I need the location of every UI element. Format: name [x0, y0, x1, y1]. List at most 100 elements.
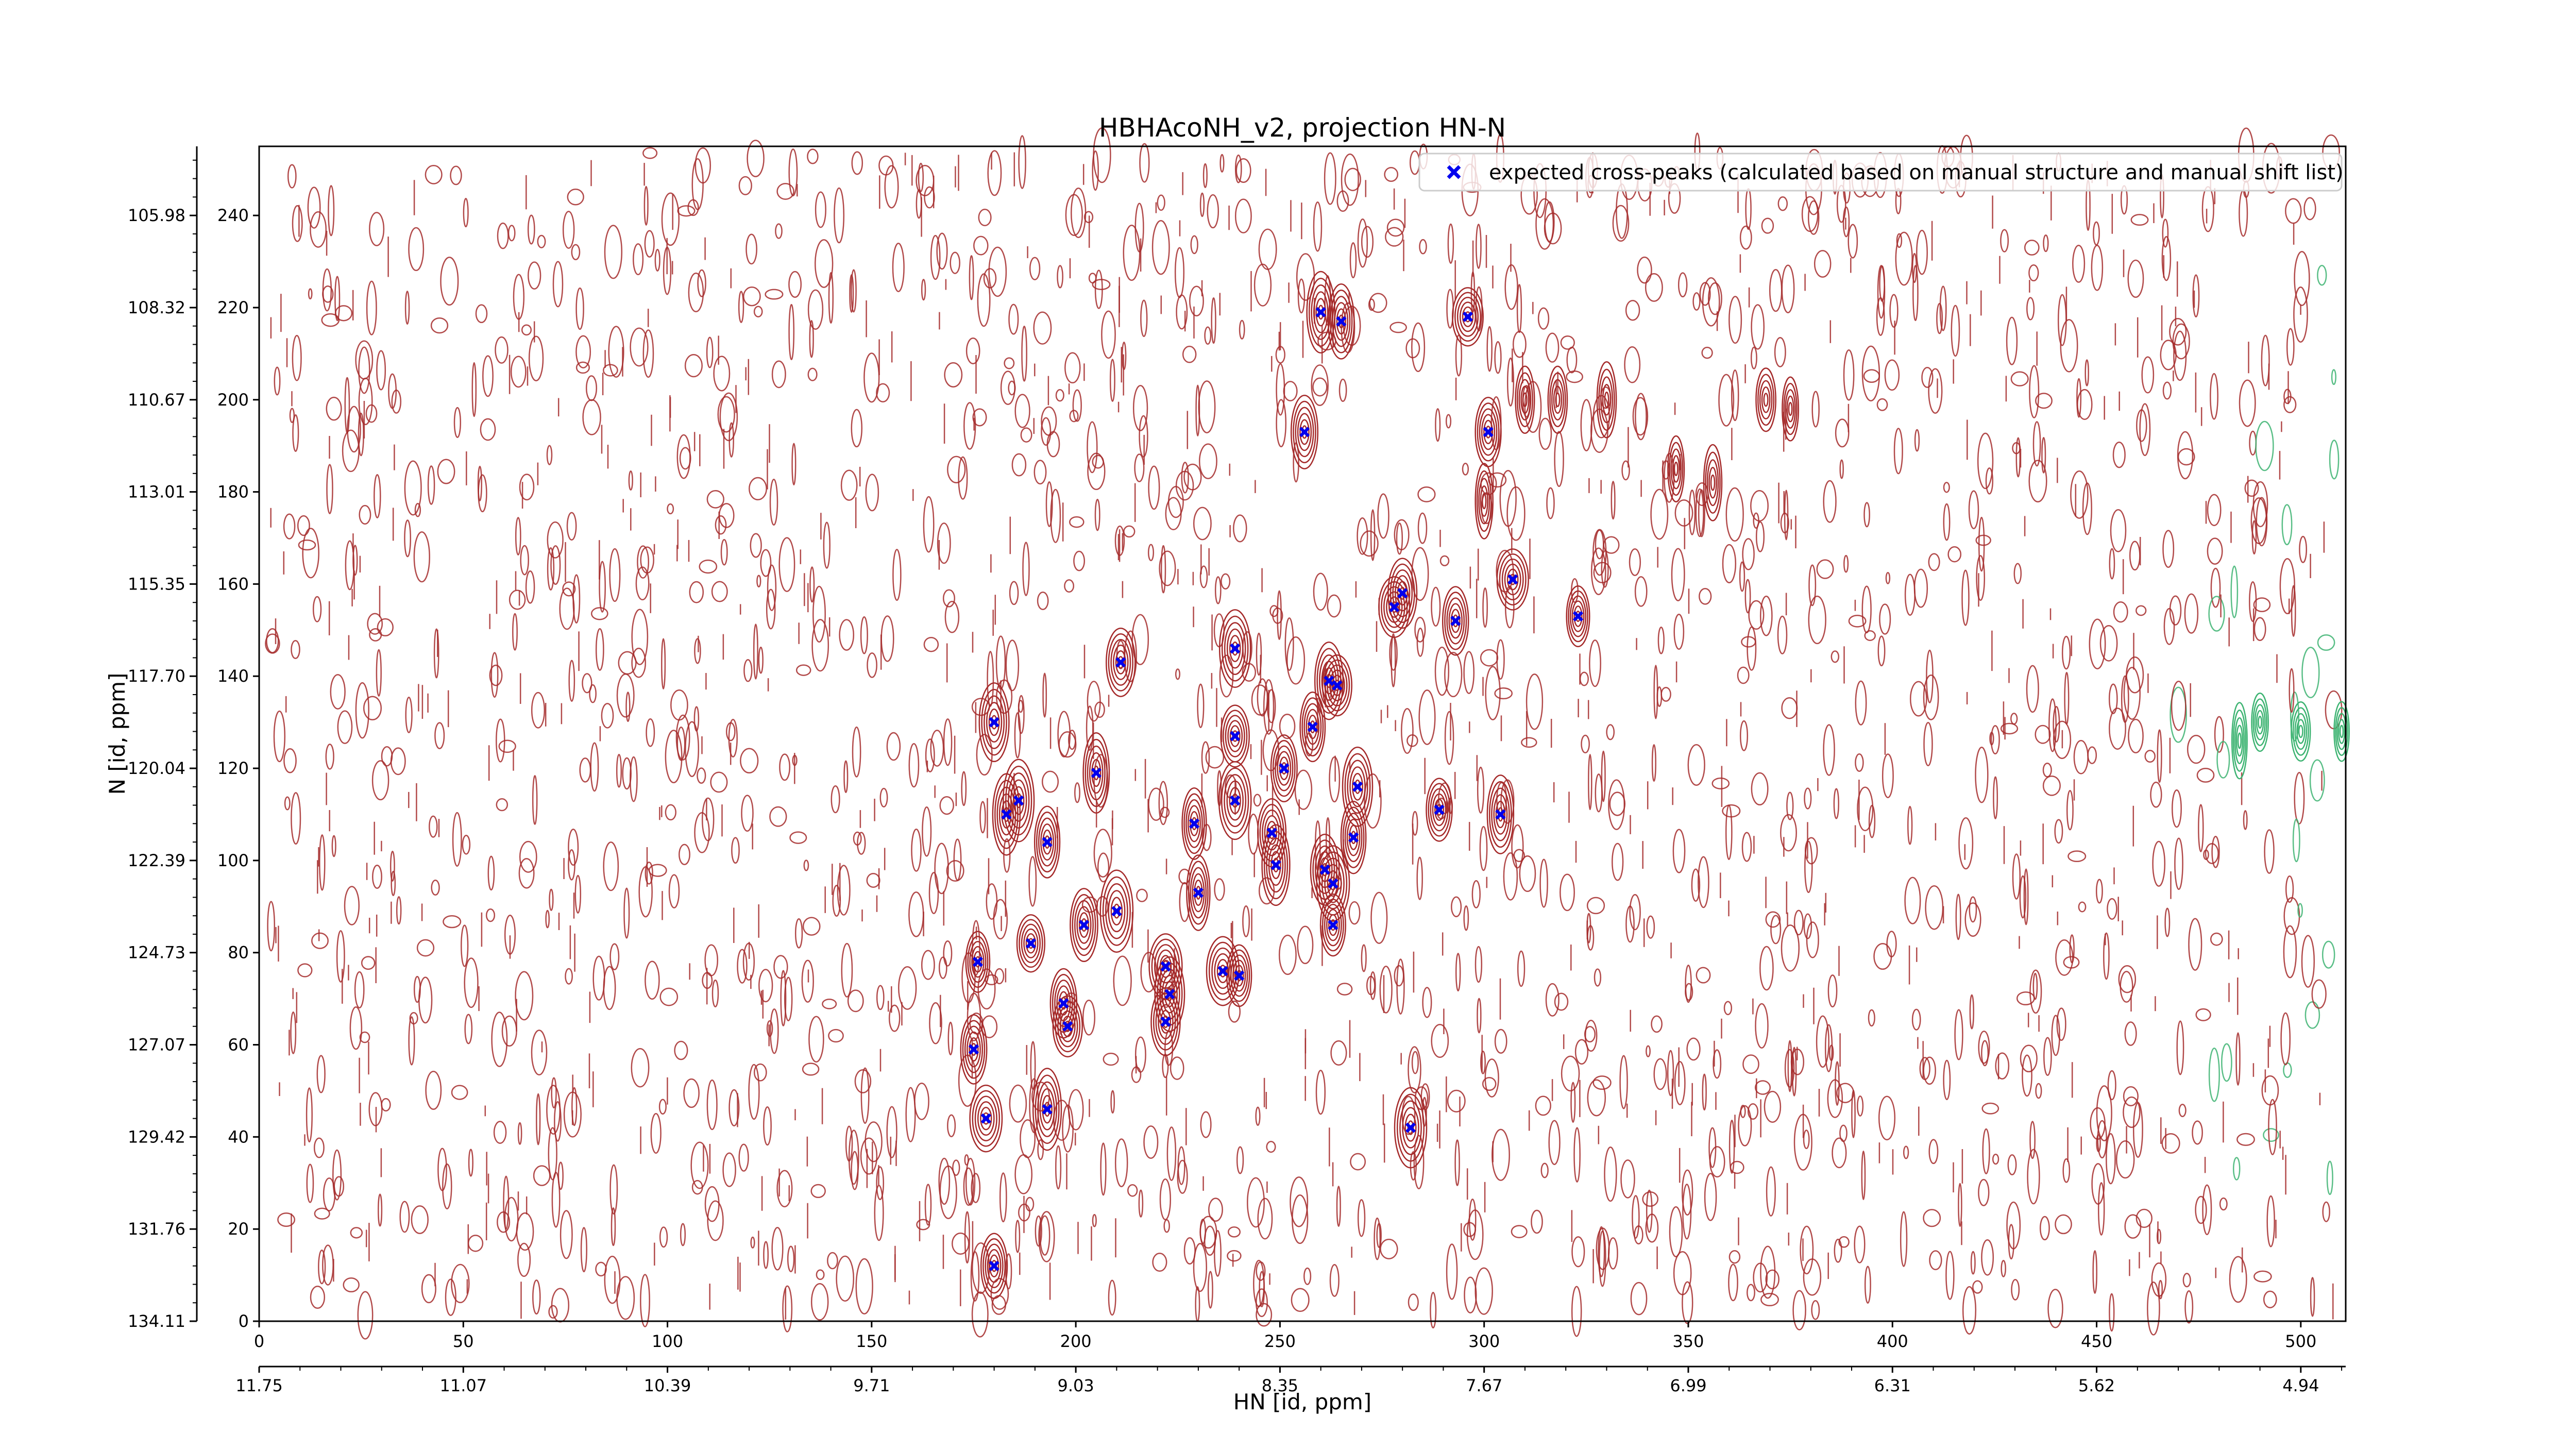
noise-contour [2169, 317, 2187, 346]
noise-contour [775, 223, 783, 239]
peak-contour [1349, 766, 1366, 807]
noise-contour [1653, 1058, 1667, 1090]
noise-contour [1621, 460, 1630, 481]
noise-contour [930, 730, 944, 767]
noise-contour [442, 1163, 452, 1209]
noise-contour [1803, 1130, 1810, 1150]
peak-contour [1316, 845, 1350, 922]
peak-contour [1705, 451, 1721, 514]
noise-contour [1158, 781, 1168, 825]
noise-contour [1037, 1139, 1044, 1160]
peak-contour [1181, 787, 1207, 860]
noise-contour [1947, 546, 1962, 563]
noise-contour [2128, 718, 2144, 753]
peak-contour [1344, 753, 1371, 820]
noise-contour [2195, 1195, 2207, 1224]
noise-contour [274, 366, 281, 396]
noise-contour [2129, 541, 2141, 571]
noise-contour [1893, 428, 1903, 475]
noise-contour [938, 1157, 951, 1205]
noise-contour [840, 469, 858, 501]
noise-contour [623, 887, 630, 939]
noise-contour [1781, 697, 1798, 719]
noise-contour [851, 409, 863, 448]
noise-contour [2048, 698, 2057, 752]
noise-contour [1349, 242, 1357, 279]
noise-contour [1834, 1238, 1842, 1263]
noise-contour [1253, 794, 1262, 807]
noise-contour [1416, 628, 1424, 657]
peak-contour [1105, 883, 1128, 939]
noise-contour [1651, 744, 1656, 782]
noise-contour [876, 1166, 885, 1200]
noise-contour [741, 795, 754, 832]
peak-contour [1220, 704, 1250, 768]
noise-contour [2055, 939, 2074, 976]
peak-contour [1115, 650, 1126, 675]
noise-contour [562, 581, 576, 597]
noise-contour [2169, 595, 2182, 626]
peak-contour [1266, 837, 1286, 893]
noise-contour [2310, 1277, 2315, 1317]
noise-contour [416, 939, 435, 957]
peak-contour [1321, 857, 1345, 909]
noise-contour [923, 496, 935, 553]
noise-contour [810, 1283, 829, 1321]
noise-contour [1092, 279, 1111, 290]
noise-contour [1272, 607, 1283, 624]
noise-contour [1484, 1058, 1499, 1098]
noise-contour [372, 865, 382, 889]
noise-contour [845, 1125, 853, 1162]
noise-contour [2299, 535, 2308, 563]
noise-contour [1412, 811, 1418, 836]
noise-contour [504, 1197, 519, 1242]
noise-contour [2106, 1133, 2116, 1185]
noise-contour [1434, 646, 1450, 696]
noise-contour [1480, 649, 1499, 667]
peak-contour [1229, 787, 1241, 814]
noise-contour [1242, 905, 1250, 937]
noise-contour [1011, 453, 1027, 477]
peak-contour [1229, 635, 1241, 662]
peak-contour [984, 695, 1005, 749]
peak-contour [964, 1025, 984, 1073]
noise-contour [1476, 224, 1482, 269]
peak-contour [989, 1254, 999, 1277]
peak-contour [1003, 759, 1035, 843]
noise-contour [1739, 561, 1745, 592]
cross-peak-marker [1062, 1021, 1073, 1032]
noise-contour [2216, 740, 2230, 779]
x-ppm-tick-label: 11.07 [439, 1376, 487, 1395]
noise-contour [831, 785, 840, 814]
peak-contour [1319, 893, 1346, 957]
noise-contour [659, 1226, 668, 1248]
peak-contour [2237, 732, 2242, 749]
noise-contour [2061, 635, 2071, 670]
noise-contour [1233, 514, 1247, 543]
noise-contour [694, 812, 710, 853]
noise-contour [665, 730, 683, 784]
noise-contour [2127, 259, 2144, 298]
noise-contour [884, 165, 899, 209]
noise-contour [554, 1101, 562, 1142]
noise-contour [645, 861, 653, 885]
noise-contour [836, 1255, 855, 1302]
peak-contour [1110, 639, 1131, 686]
noise-contour [1325, 817, 1331, 859]
noise-contour [810, 1184, 826, 1199]
noise-contour [1183, 463, 1202, 491]
noise-contour [1277, 590, 1282, 640]
noise-contour [1257, 678, 1268, 717]
noise-contour [2042, 762, 2052, 778]
noise-contour [509, 589, 526, 610]
peak-contour [1162, 1015, 1169, 1028]
y-ppm-tick-label: 122.39 [128, 851, 185, 870]
noise-contour [1656, 686, 1663, 707]
noise-contour [1755, 1003, 1769, 1049]
noise-contour [1742, 1054, 1759, 1074]
noise-contour [1234, 198, 1252, 233]
y-tick-label: 40 [228, 1127, 249, 1147]
noise-contour [333, 1176, 345, 1197]
peak-contour [1190, 867, 1207, 919]
noise-contour [1989, 732, 1994, 746]
